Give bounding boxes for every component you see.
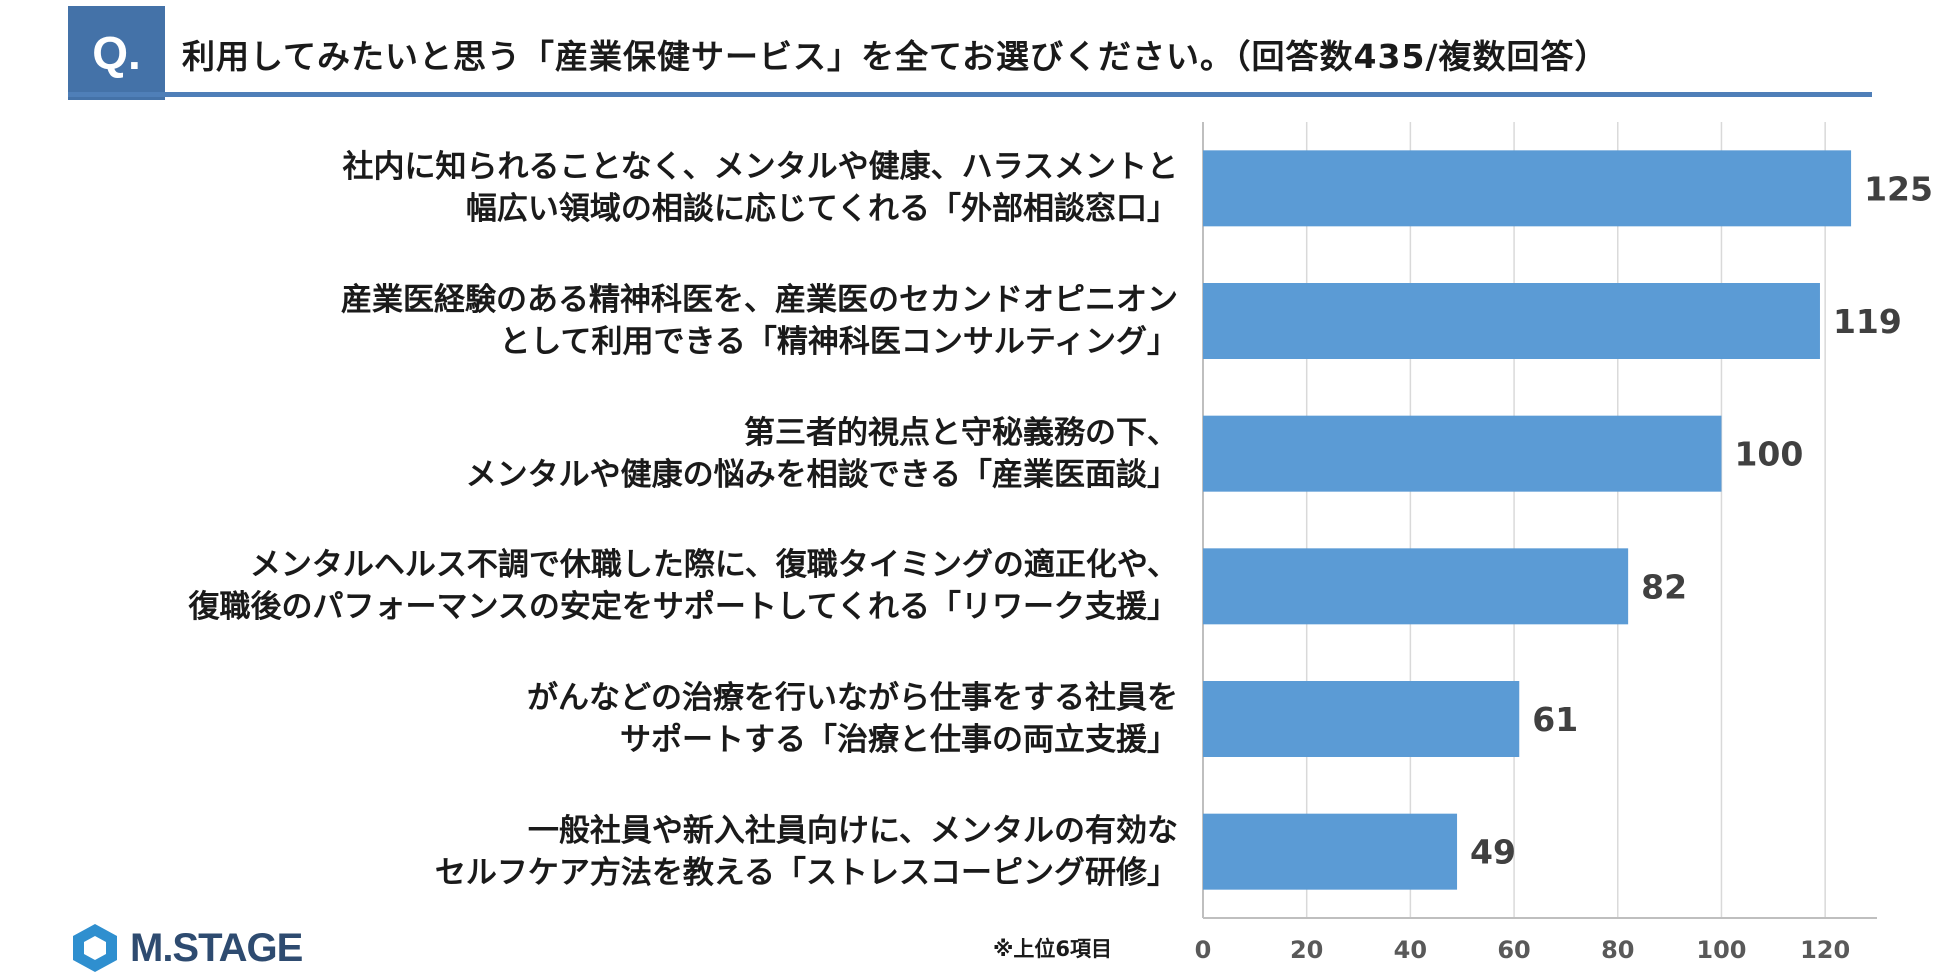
brand-hexagon-icon	[73, 924, 117, 972]
category-label-3-line-0: メンタルヘルス不調で休職した際に、復職タイミングの適正化や、	[249, 547, 1178, 584]
brand-logo: M.STAGE	[70, 922, 303, 974]
x-tick-label-1: 20	[1290, 936, 1323, 964]
question-badge: Q.	[68, 6, 165, 100]
data-label-0: 125	[1864, 169, 1933, 208]
category-label-3-line-1: 復職後のパフォーマンスの安定をサポートしてくれる「リワーク支援」	[188, 589, 1178, 626]
data-label-5: 49	[1470, 833, 1516, 872]
data-label-3: 82	[1641, 567, 1687, 606]
category-label-4: がんなどの治療を行いながら仕事をする社員をサポートする「治療と仕事の両立支援」	[18, 677, 1178, 761]
category-label-1-line-0: 産業医経験のある精神科医を、産業医のセカンドオピニオン	[341, 282, 1178, 318]
category-label-0: 社内に知られることなく、メンタルや健康、ハラスメントと幅広い領域の相談に応じてく…	[18, 146, 1178, 230]
category-label-3: メンタルヘルス不調で休職した際に、復職タイミングの適正化や、復職後のパフォーマン…	[18, 544, 1178, 628]
category-label-2-line-0: 第三者的視点と守秘義務の下、	[744, 414, 1178, 451]
category-label-0-line-1: 幅広い領域の相談に応じてくれる「外部相談窓口」	[465, 191, 1178, 228]
data-label-2: 100	[1734, 435, 1803, 474]
x-tick-label-5: 100	[1696, 936, 1746, 964]
brand-name: M.STAGE	[130, 925, 303, 970]
category-label-1: 産業医経験のある精神科医を、産業医のセカンドオピニオンとして利用できる「精神科医…	[18, 279, 1178, 363]
page-title: 利用してみたいと思う「産業保健サービス」を全てお選びください。（回答数435/複…	[182, 37, 1609, 76]
bar-3	[1203, 548, 1629, 625]
data-label-1: 119	[1833, 302, 1902, 341]
x-tick-label-6: 120	[1800, 936, 1850, 964]
category-label-2-line-1: メンタルや健康の悩みを相談できる「産業医面談」	[465, 456, 1178, 493]
x-tick-label-2: 40	[1394, 936, 1427, 964]
x-tick-label-4: 80	[1601, 936, 1634, 964]
category-label-4-line-0: がんなどの治療を行いながら仕事をする社員を	[527, 680, 1178, 716]
x-tick-label-0: 0	[1195, 936, 1212, 964]
data-label-4: 61	[1532, 700, 1578, 739]
category-label-5-line-1: セルフケア方法を教える「ストレスコーピング研修」	[434, 854, 1178, 891]
title-underline	[68, 92, 1872, 97]
category-label-1-line-1: として利用できる「精神科医コンサルティング」	[499, 324, 1178, 360]
category-label-4-line-1: サポートする「治療と仕事の両立支援」	[620, 722, 1178, 758]
category-label-5: 一般社員や新入社員向けに、メンタルの有効なセルフケア方法を教える「ストレスコーピ…	[18, 810, 1178, 894]
bar-5	[1203, 813, 1458, 890]
bar-2	[1203, 415, 1722, 492]
x-tick-label-3: 60	[1497, 936, 1530, 964]
bar-0	[1203, 150, 1852, 227]
footnote: ※上位6項目	[993, 937, 1113, 961]
bar-4	[1203, 681, 1520, 757]
category-label-0-line-0: 社内に知られることなく、メンタルや健康、ハラスメントと	[342, 149, 1178, 186]
bar-1	[1203, 283, 1820, 359]
category-label-2: 第三者的視点と守秘義務の下、メンタルや健康の悩みを相談できる「産業医面談」	[18, 412, 1178, 496]
category-label-5-line-0: 一般社員や新入社員向けに、メンタルの有効な	[527, 812, 1178, 849]
